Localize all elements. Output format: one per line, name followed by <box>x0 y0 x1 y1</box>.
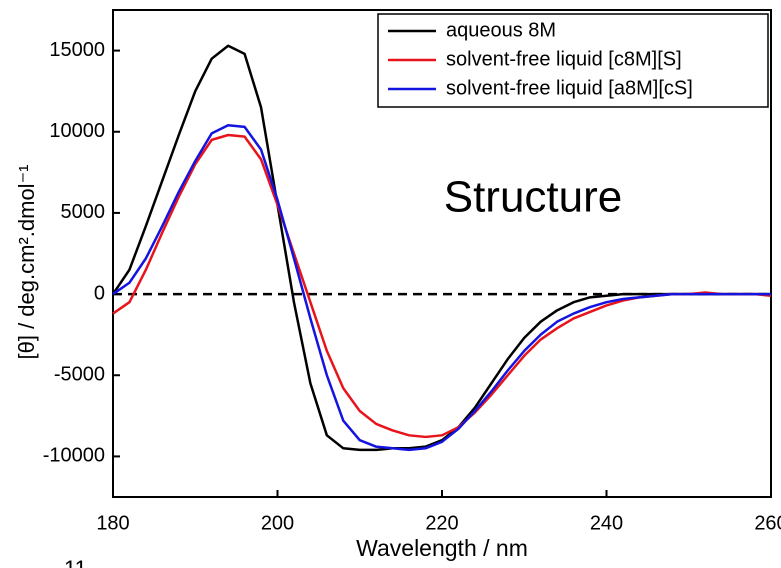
legend-label: solvent-free liquid [c8M][S] <box>446 48 682 70</box>
x-tick-label: 260 <box>754 512 781 534</box>
x-tick-label: 200 <box>261 512 294 534</box>
series-line <box>112 124 771 452</box>
legend-label: aqueous 8M <box>446 19 556 41</box>
y-tick-label: -10000 <box>43 445 105 467</box>
y-tick-label: 5000 <box>61 201 106 223</box>
x-tick-label: 220 <box>425 512 458 534</box>
y-tick-label: -5000 <box>54 364 105 386</box>
y-axis-label: [θ] / deg.cm².dmol⁻¹ <box>14 164 39 359</box>
fragment-text: 11 <box>64 556 87 568</box>
y-tick-label: 10000 <box>49 120 105 142</box>
x-tick-label: 240 <box>590 512 623 534</box>
annotation: Structure <box>444 173 623 222</box>
series-line <box>112 133 772 439</box>
x-tick-label: 180 <box>96 512 129 534</box>
y-tick-label: 15000 <box>49 39 105 61</box>
x-axis-label: Wavelength / nm <box>356 535 528 561</box>
legend-box <box>377 13 769 108</box>
legend-label: solvent-free liquid [a8M][cS] <box>446 77 693 99</box>
y-tick-label: 0 <box>94 282 105 304</box>
